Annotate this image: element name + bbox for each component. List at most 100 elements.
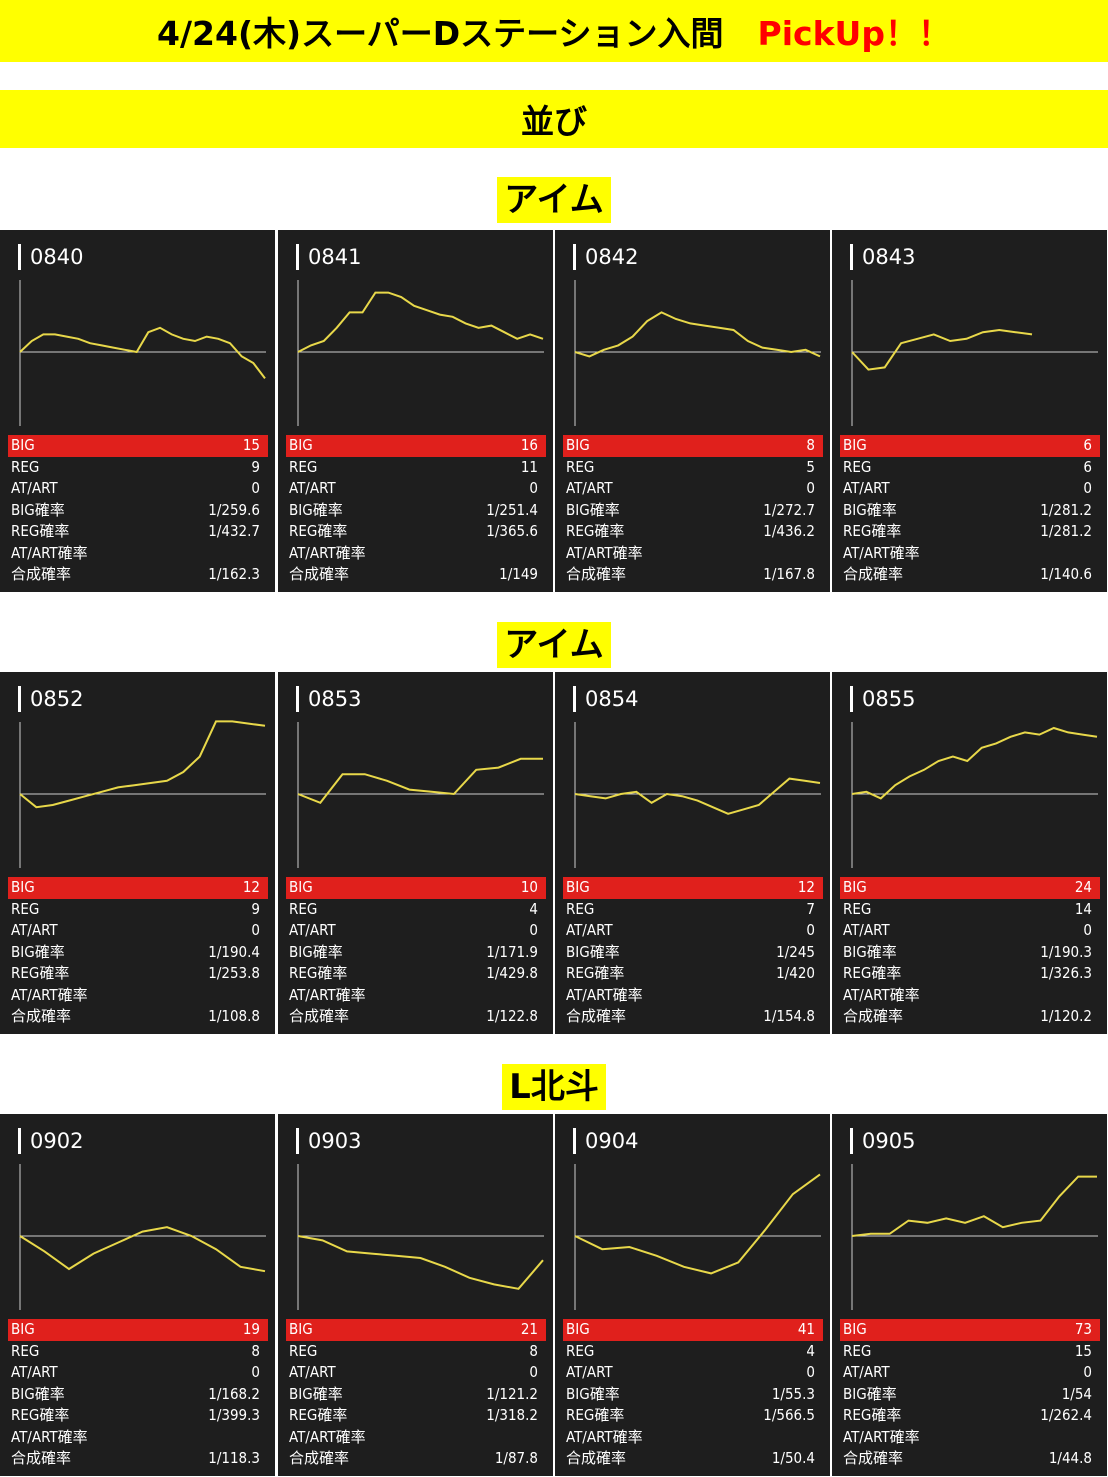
stat-label: BIG確率: [289, 942, 343, 961]
stat-label: REG: [843, 457, 872, 476]
stat-label: 合成確率: [289, 565, 350, 583]
stat-label: 合成確率: [11, 1007, 72, 1025]
stat-row-reg: REG 9: [8, 899, 268, 921]
machine-card: 0842 BIG 8 REG 5 AT/ART 0 BIG確率 1/272.7 REG確率 1/43…: [555, 230, 830, 592]
stat-value: 1/253.8: [208, 964, 260, 982]
stat-value: 1/251.4: [486, 500, 538, 519]
machine-number: 0904: [573, 1128, 638, 1154]
graph-line: [574, 311, 821, 358]
stat-value: 0: [1083, 921, 1092, 939]
stat-label: BIG確率: [289, 500, 343, 519]
stat-label: AT/ART確率: [289, 1427, 366, 1446]
stat-value: 1/149: [499, 565, 538, 583]
stat-label: REG確率: [843, 964, 902, 982]
stat-label: REG確率: [11, 522, 70, 540]
stat-row-big: BIG 12: [8, 877, 268, 899]
stat-label: BIG確率: [843, 942, 897, 961]
machine-number: 0902: [18, 1128, 83, 1154]
stat-value: 1/87.8: [494, 1449, 538, 1467]
stat-label: REG: [11, 1341, 40, 1360]
stat-row-reg: REG 8: [8, 1341, 268, 1363]
slump-graph: [297, 280, 544, 426]
stat-row-big-rate: BIG確率 1/281.2: [840, 500, 1100, 522]
stat-row-big-rate: BIG確率 1/190.4: [8, 942, 268, 964]
stat-label: BIG: [289, 1320, 313, 1338]
stat-label: AT/ART: [289, 479, 336, 497]
stat-label: BIG: [11, 436, 35, 454]
stat-label: AT/ART: [289, 1363, 336, 1381]
stat-label: REG確率: [11, 964, 70, 982]
stat-row-reg: REG 11: [286, 457, 546, 479]
stat-row-at: AT/ART 0: [286, 920, 546, 942]
machine-card: 0840 BIG 15 REG 9 AT/ART 0 BIG確率 1/259.6 REG確率 1/4…: [0, 230, 275, 592]
stat-label: 合成確率: [289, 1449, 350, 1467]
stat-label: AT/ART: [289, 921, 336, 939]
stat-value: 0: [529, 921, 538, 939]
stat-row-reg-rate: REG確率 1/262.4: [840, 1405, 1100, 1427]
slump-graph: [19, 720, 266, 868]
stat-row-total-rate: 合成確率 1/140.6: [840, 564, 1100, 586]
stat-value: 1/272.7: [763, 500, 815, 519]
slump-graph: [574, 1164, 821, 1310]
machine-grid-1: 0840 BIG 15 REG 9 AT/ART 0 BIG確率 1/259.6 REG確率 1/4…: [0, 230, 1108, 592]
stat-row-reg: REG 4: [563, 1341, 823, 1363]
stat-row-at: AT/ART 0: [563, 478, 823, 500]
stat-value: 11: [520, 457, 538, 476]
slump-graph: [851, 722, 1098, 868]
stat-value: 16: [520, 436, 538, 454]
machine-grid-2: 0852 BIG 12 REG 9 AT/ART 0 BIG確率 1/190.4 REG確率 1/2…: [0, 672, 1108, 1034]
stat-label: BIG確率: [843, 500, 897, 519]
stat-row-total-rate: 合成確率 1/87.8: [286, 1448, 546, 1470]
stat-row-reg: REG 8: [286, 1341, 546, 1363]
stat-value: 1/121.2: [486, 1384, 538, 1403]
stat-value: 1/365.6: [486, 522, 538, 540]
stat-value: 1/108.8: [208, 1007, 260, 1025]
machine-number: 0841: [296, 244, 361, 270]
stat-label: REG: [11, 457, 40, 476]
stat-value: 1/432.7: [208, 522, 260, 540]
stat-value: 0: [529, 1363, 538, 1381]
stat-label: AT/ART確率: [11, 543, 88, 562]
stat-row-big-rate: BIG確率 1/171.9: [286, 942, 546, 964]
stat-row-big: BIG 19: [8, 1319, 268, 1341]
stat-label: BIG確率: [11, 500, 65, 519]
stat-label: BIG確率: [566, 1384, 620, 1403]
page-title: 4/24(木)スーパーDステーション入間: [157, 14, 724, 53]
stat-value: 1/122.8: [486, 1007, 538, 1025]
graph-line: [851, 726, 1098, 800]
stat-row-big: BIG 41: [563, 1319, 823, 1341]
stats-table: BIG 12 REG 9 AT/ART 0 BIG確率 1/190.4 REG確率 1/253.8…: [8, 877, 268, 1028]
stat-row-big-rate: BIG確率 1/259.6: [8, 500, 268, 522]
stat-value: 1/120.2: [1040, 1007, 1092, 1025]
stat-label: AT/ART: [566, 479, 613, 497]
stat-label: 合成確率: [843, 1449, 904, 1467]
stat-row-reg-rate: REG確率 1/365.6: [286, 521, 546, 543]
stat-label: AT/ART確率: [11, 985, 88, 1004]
stat-label: REG: [566, 1341, 595, 1360]
stat-value: 1/281.2: [1040, 522, 1092, 540]
stat-value: 1/262.4: [1040, 1406, 1092, 1424]
stat-value: 0: [251, 479, 260, 497]
stats-table: BIG 41 REG 4 AT/ART 0 BIG確率 1/55.3 REG確率 1/566.5 A…: [563, 1319, 823, 1470]
stat-value: 12: [797, 878, 815, 896]
graph-line: [19, 326, 266, 380]
machine-card: 0904 BIG 41 REG 4 AT/ART 0 BIG確率 1/55.3 REG確率 1/56…: [555, 1114, 830, 1476]
section-label-2: アイム: [0, 622, 1108, 668]
stat-label: AT/ART: [11, 479, 58, 497]
machine-number: 0842: [573, 244, 638, 270]
stat-label: BIG確率: [11, 942, 65, 961]
stats-table: BIG 73 REG 15 AT/ART 0 BIG確率 1/54 REG確率 1/262.4 AT…: [840, 1319, 1100, 1470]
stat-row-at-rate: AT/ART確率: [286, 1427, 546, 1449]
stat-row-reg-rate: REG確率 1/566.5: [563, 1405, 823, 1427]
slump-graph: [851, 1164, 1098, 1310]
stat-label: REG: [289, 899, 318, 918]
stat-value: 0: [251, 921, 260, 939]
slump-graph: [297, 722, 544, 868]
stat-row-big-rate: BIG確率 1/121.2: [286, 1384, 546, 1406]
stat-row-at: AT/ART 0: [8, 478, 268, 500]
stat-row-big: BIG 24: [840, 877, 1100, 899]
stat-label: BIG確率: [11, 1384, 65, 1403]
graph-line: [851, 328, 1033, 371]
stat-label: REG確率: [289, 522, 348, 540]
stat-label: AT/ART: [11, 1363, 58, 1381]
